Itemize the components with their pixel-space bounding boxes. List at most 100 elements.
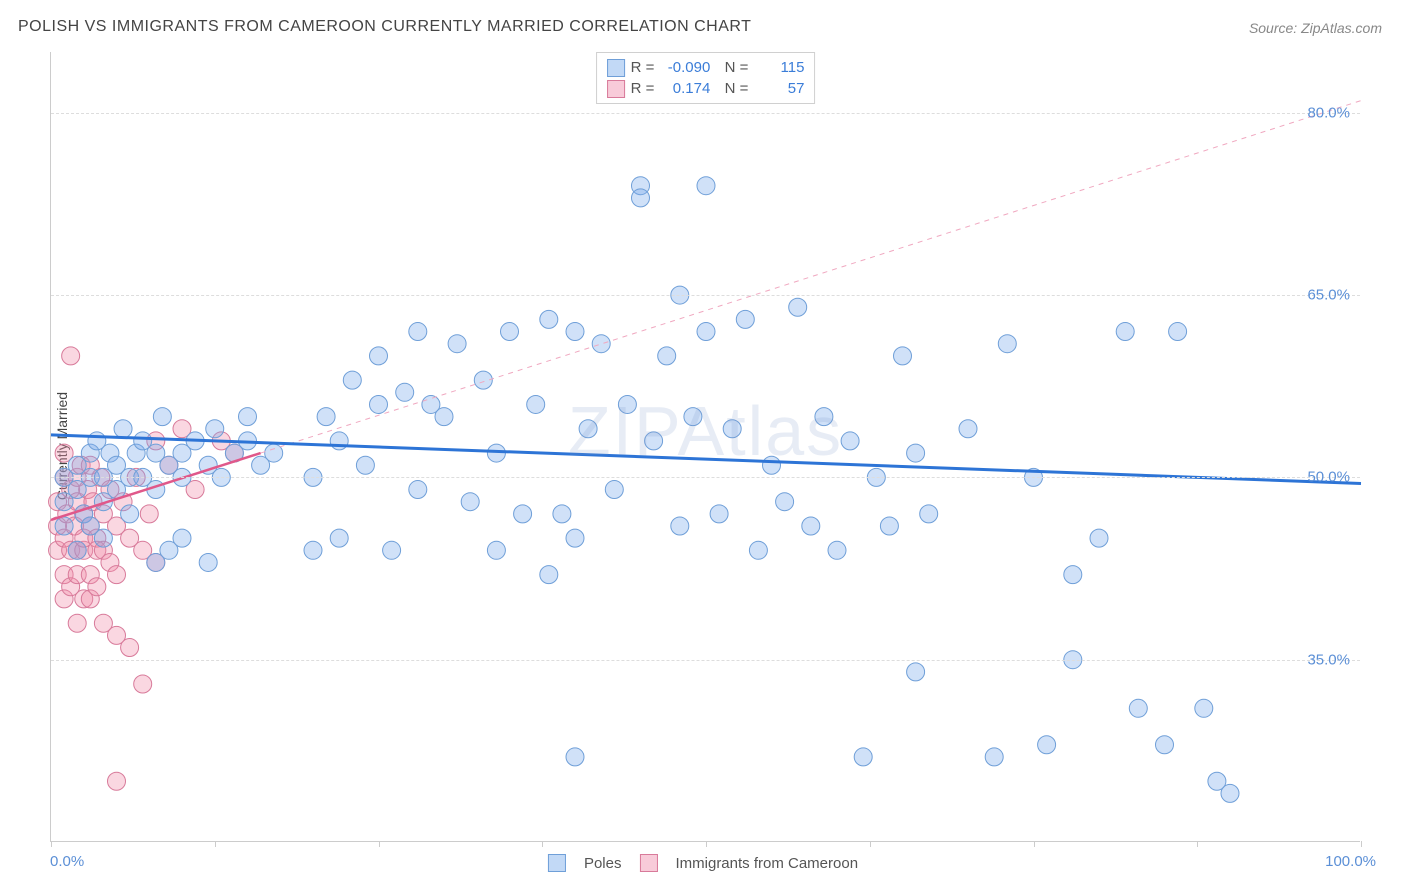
scatter-point-poles xyxy=(907,663,925,681)
stats-row-poles: R = -0.090 N = 115 xyxy=(607,57,805,78)
scatter-point-poles xyxy=(94,529,112,547)
scatter-point-poles xyxy=(448,335,466,353)
scatter-point-cameroon xyxy=(88,578,106,596)
swatch-pink-icon xyxy=(607,80,625,98)
scatter-point-poles xyxy=(55,517,73,535)
scatter-point-poles xyxy=(383,541,401,559)
x-tick xyxy=(542,841,543,847)
scatter-point-cameroon xyxy=(62,347,80,365)
scatter-point-poles xyxy=(645,432,663,450)
x-tick xyxy=(706,841,707,847)
scatter-point-poles xyxy=(632,189,650,207)
scatter-point-poles xyxy=(854,748,872,766)
swatch-pink-icon xyxy=(639,854,657,872)
stat-n-label: N = xyxy=(716,78,748,99)
scatter-point-poles xyxy=(749,541,767,559)
x-axis-max-label: 100.0% xyxy=(1325,853,1376,870)
scatter-point-poles xyxy=(199,553,217,571)
scatter-point-poles xyxy=(173,529,191,547)
scatter-point-poles xyxy=(317,408,335,426)
scatter-point-poles xyxy=(370,347,388,365)
scatter-point-poles xyxy=(684,408,702,426)
scatter-point-poles xyxy=(736,310,754,328)
scatter-point-cameroon xyxy=(108,772,126,790)
scatter-point-cameroon xyxy=(140,505,158,523)
scatter-point-cameroon xyxy=(108,566,126,584)
scatter-point-poles xyxy=(527,395,545,413)
scatter-point-poles xyxy=(1116,323,1134,341)
scatter-point-poles xyxy=(1038,736,1056,754)
swatch-blue-icon xyxy=(548,854,566,872)
scatter-point-poles xyxy=(920,505,938,523)
x-axis-min-label: 0.0% xyxy=(50,853,84,870)
x-tick xyxy=(1197,841,1198,847)
scatter-point-poles xyxy=(697,177,715,195)
stat-r-label: R = xyxy=(631,78,655,99)
scatter-point-poles xyxy=(841,432,859,450)
scatter-svg xyxy=(51,52,1361,842)
scatter-point-poles xyxy=(514,505,532,523)
stat-n-value-poles: 115 xyxy=(754,57,804,78)
scatter-point-poles xyxy=(1221,784,1239,802)
y-tick-label: 35.0% xyxy=(1307,651,1350,668)
source-label: Source: ZipAtlas.com xyxy=(1249,20,1382,36)
stat-n-value-cameroon: 57 xyxy=(754,78,804,99)
gridline xyxy=(51,295,1360,296)
scatter-point-poles xyxy=(409,323,427,341)
scatter-point-poles xyxy=(540,566,558,584)
scatter-point-poles xyxy=(356,456,374,474)
chart-title: POLISH VS IMMIGRANTS FROM CAMEROON CURRE… xyxy=(18,18,751,36)
y-tick-label: 65.0% xyxy=(1307,287,1350,304)
trend-line xyxy=(51,435,1361,484)
scatter-point-poles xyxy=(802,517,820,535)
scatter-point-poles xyxy=(618,395,636,413)
scatter-point-poles xyxy=(114,420,132,438)
scatter-point-poles xyxy=(1064,566,1082,584)
scatter-point-poles xyxy=(776,493,794,511)
gridline xyxy=(51,477,1360,478)
scatter-point-poles xyxy=(68,541,86,559)
scatter-point-poles xyxy=(1090,529,1108,547)
scatter-point-poles xyxy=(815,408,833,426)
stats-row-cameroon: R = 0.174 N = 57 xyxy=(607,78,805,99)
legend-label-cameroon: Immigrants from Cameroon xyxy=(675,855,858,872)
stat-r-value-poles: -0.090 xyxy=(660,57,710,78)
scatter-point-poles xyxy=(959,420,977,438)
scatter-point-poles xyxy=(880,517,898,535)
scatter-point-poles xyxy=(461,493,479,511)
x-tick xyxy=(51,841,52,847)
scatter-point-poles xyxy=(907,444,925,462)
x-tick xyxy=(379,841,380,847)
stat-r-label: R = xyxy=(631,57,655,78)
scatter-point-poles xyxy=(435,408,453,426)
plot-area: ZIPAtlas R = -0.090 N = 115 R = 0.174 N … xyxy=(50,52,1360,842)
scatter-point-poles xyxy=(710,505,728,523)
scatter-point-cameroon xyxy=(134,675,152,693)
scatter-point-poles xyxy=(370,395,388,413)
stats-legend: R = -0.090 N = 115 R = 0.174 N = 57 xyxy=(596,52,816,104)
scatter-point-poles xyxy=(1169,323,1187,341)
scatter-point-poles xyxy=(206,420,224,438)
scatter-point-poles xyxy=(330,529,348,547)
swatch-blue-icon xyxy=(607,59,625,77)
scatter-point-poles xyxy=(153,408,171,426)
x-tick xyxy=(1034,841,1035,847)
scatter-point-poles xyxy=(501,323,519,341)
scatter-point-poles xyxy=(1129,699,1147,717)
scatter-point-cameroon xyxy=(121,639,139,657)
scatter-point-poles xyxy=(304,541,322,559)
scatter-point-poles xyxy=(763,456,781,474)
scatter-point-poles xyxy=(579,420,597,438)
gridline xyxy=(51,113,1360,114)
scatter-point-poles xyxy=(343,371,361,389)
x-tick xyxy=(870,841,871,847)
scatter-point-poles xyxy=(671,517,689,535)
scatter-point-poles xyxy=(723,420,741,438)
scatter-point-poles xyxy=(487,541,505,559)
scatter-point-poles xyxy=(540,310,558,328)
scatter-point-poles xyxy=(697,323,715,341)
y-tick-label: 80.0% xyxy=(1307,104,1350,121)
scatter-point-poles xyxy=(121,505,139,523)
scatter-point-poles xyxy=(894,347,912,365)
scatter-point-poles xyxy=(1195,699,1213,717)
